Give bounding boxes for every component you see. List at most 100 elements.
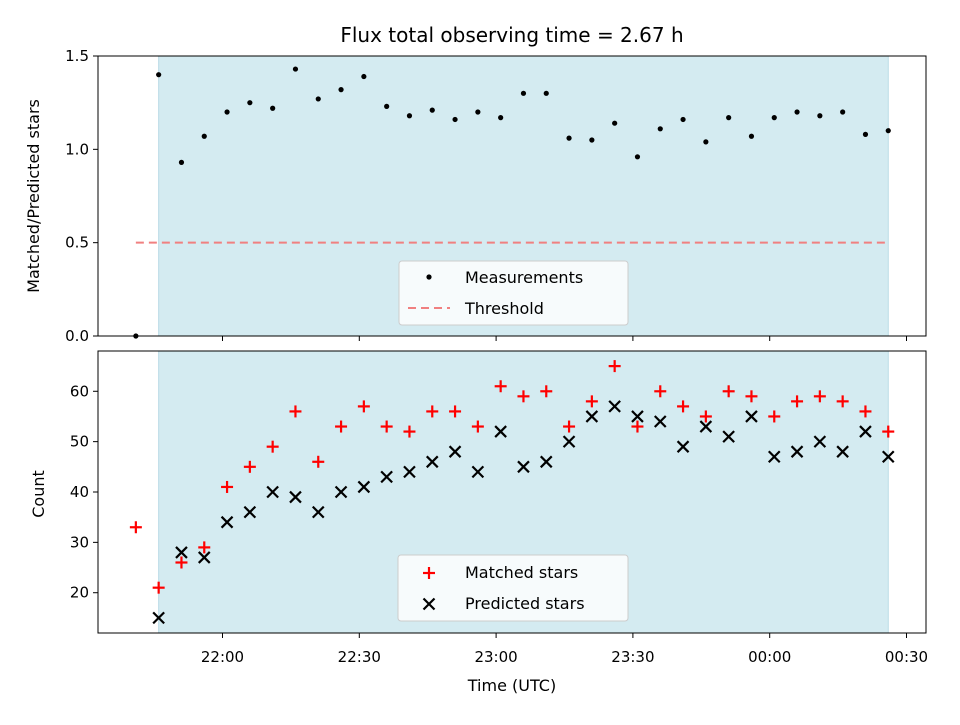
matched-star-point — [608, 360, 621, 373]
matched-star-point — [836, 395, 849, 408]
matched-legend-marker — [423, 567, 435, 579]
measurement-point — [315, 96, 321, 102]
ratio-legend-box — [398, 260, 629, 326]
count-y-tick-label: 60 — [70, 382, 89, 400]
measurement-point — [771, 115, 777, 121]
count-y-axis-label: Count — [29, 470, 48, 518]
measurement-point — [201, 133, 207, 139]
count-y-tick-label: 50 — [70, 433, 89, 451]
measurement-point — [338, 87, 344, 93]
matched-star-point — [791, 395, 804, 408]
predicted-star-point — [562, 435, 576, 448]
matched-star-point — [403, 425, 416, 438]
measurements-legend-marker — [426, 274, 432, 280]
predicted-star-point — [152, 611, 165, 625]
matched-star-point — [243, 460, 256, 473]
x-tick-label: 00:30 — [885, 648, 928, 666]
count-x-ticks: 22:00 22:30 23:00 23:30 00:00 00:30 — [201, 633, 928, 666]
matched-star-point — [175, 556, 188, 569]
measurement-point — [634, 154, 641, 160]
predicted-star-point — [585, 410, 599, 423]
predicted-star-point — [471, 465, 485, 479]
matched-star-point — [517, 390, 530, 403]
matched-star-point — [585, 395, 598, 408]
predicted-star-point — [539, 455, 553, 469]
measurement-point — [543, 90, 549, 96]
measurement-point — [178, 159, 185, 165]
matched-star-point — [722, 385, 735, 398]
predicted-star-point — [494, 425, 507, 438]
measurement-point — [361, 73, 367, 80]
predicted-star-point — [745, 410, 758, 423]
count-legend: Matched stars Predicted stars — [397, 554, 629, 622]
ratio-y-tick-label: 1.0 — [65, 140, 89, 158]
predicted-legend-marker — [422, 597, 436, 611]
ratio-y-axis-label: Matched/Predicted stars — [24, 99, 43, 293]
predicted-legend-glyph — [422, 597, 436, 611]
matched-legend-label: Matched stars — [465, 563, 578, 582]
measurement-points — [133, 66, 891, 339]
predicted-star-point — [859, 425, 872, 438]
predicted-star-point — [676, 440, 690, 453]
ratio-panel: 0.0 0.5 1.0 1.5 Matched/Predicted stars Mea… — [24, 47, 927, 345]
matched-star-point — [563, 420, 576, 433]
measurement-point — [498, 115, 504, 121]
predicted-star-point — [653, 415, 667, 428]
matched-star-point — [312, 455, 325, 468]
predicted-star-point — [699, 420, 713, 433]
measurement-point — [292, 66, 299, 72]
predicted-star-point — [380, 470, 393, 484]
matched-star-point — [631, 420, 644, 433]
measurement-point — [429, 107, 435, 113]
matched-star-point — [449, 405, 462, 418]
predicted-star-point — [220, 515, 234, 529]
measurement-point — [224, 109, 230, 115]
measurement-point — [589, 137, 595, 143]
ratio-y-tick-label: 1.5 — [65, 47, 89, 65]
matched-star-point — [335, 420, 348, 433]
matched-star-point — [882, 425, 895, 438]
predicted-star-point — [403, 465, 416, 479]
matched-star-point — [859, 405, 872, 418]
count-points — [129, 351, 895, 633]
ratio-y-tick-label: 0.5 — [65, 234, 89, 252]
predicted-star-point — [197, 551, 211, 564]
predicted-star-point — [289, 490, 302, 504]
matched-star-point — [198, 541, 211, 554]
threshold-layer — [135, 56, 889, 336]
measurements-legend-label: Measurements — [465, 268, 583, 287]
matched-legend-glyph — [423, 567, 435, 579]
ratio-y-tick-label: 0.0 — [65, 327, 89, 345]
matched-star-point — [768, 410, 781, 423]
x-tick-label: 22:30 — [338, 648, 381, 666]
measurement-point — [406, 113, 413, 119]
predicted-star-point — [790, 445, 804, 458]
measurement-point — [384, 103, 390, 109]
measurement-point — [840, 109, 846, 115]
count-y-tick-label: 40 — [70, 483, 89, 501]
matched-star-point — [677, 400, 690, 413]
measurement-point — [885, 128, 891, 134]
matched-star-point — [357, 400, 370, 413]
measurement-point — [817, 113, 823, 119]
measurement-point — [612, 120, 618, 126]
predicted-star-point — [767, 450, 781, 464]
matched-star-point — [221, 480, 234, 493]
predicted-star-point — [243, 505, 257, 519]
measurement-point — [156, 72, 162, 78]
measurement-point — [520, 90, 527, 96]
matched-star-point — [380, 420, 393, 433]
predicted-star-point — [357, 480, 371, 494]
matched-star-point — [813, 390, 826, 403]
predicted-star-point — [517, 460, 530, 474]
measurement-point — [566, 135, 572, 141]
predicted-star-point — [608, 400, 621, 413]
predicted-star-point — [881, 450, 895, 464]
measurement-point — [247, 100, 253, 106]
x-tick-label: 22:00 — [201, 648, 244, 666]
matched-star-point — [129, 521, 142, 534]
measurement-point — [748, 133, 755, 139]
count-y-tick-label: 30 — [70, 533, 89, 551]
